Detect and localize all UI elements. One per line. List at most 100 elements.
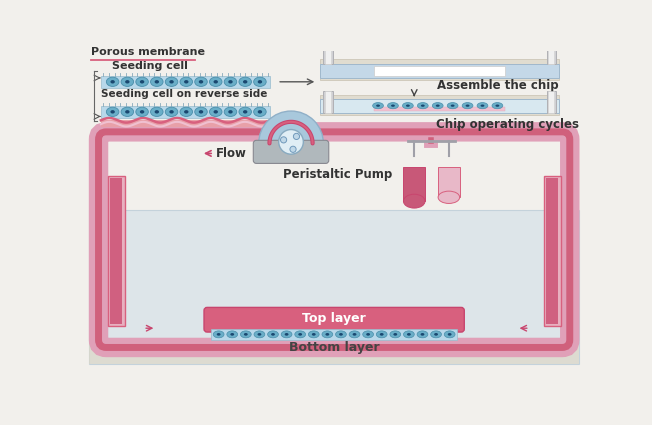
Text: Bottom layer: Bottom layer <box>289 341 379 354</box>
Ellipse shape <box>281 331 292 338</box>
Ellipse shape <box>258 80 262 84</box>
Ellipse shape <box>184 110 188 113</box>
Ellipse shape <box>349 331 360 338</box>
Ellipse shape <box>393 333 397 336</box>
Text: Flow: Flow <box>216 147 246 160</box>
Bar <box>320 60 559 64</box>
Ellipse shape <box>447 102 458 109</box>
Ellipse shape <box>239 107 252 116</box>
Ellipse shape <box>125 110 130 113</box>
Bar <box>544 176 561 326</box>
Bar <box>546 41 556 64</box>
Bar <box>320 64 559 78</box>
Ellipse shape <box>230 333 234 336</box>
Ellipse shape <box>336 331 346 338</box>
Ellipse shape <box>228 80 233 84</box>
Ellipse shape <box>391 105 395 107</box>
Ellipse shape <box>298 333 302 336</box>
Bar <box>548 41 554 64</box>
Ellipse shape <box>404 194 425 208</box>
Ellipse shape <box>140 80 144 84</box>
Ellipse shape <box>216 333 220 336</box>
Text: Chip operating cycles: Chip operating cycles <box>436 118 579 131</box>
Bar <box>320 111 559 115</box>
Ellipse shape <box>466 105 469 107</box>
Ellipse shape <box>244 333 248 336</box>
Ellipse shape <box>243 110 247 113</box>
Ellipse shape <box>155 110 159 113</box>
Ellipse shape <box>254 331 265 338</box>
Ellipse shape <box>325 333 329 336</box>
Ellipse shape <box>151 107 163 116</box>
Ellipse shape <box>228 110 233 113</box>
Ellipse shape <box>106 77 119 86</box>
Ellipse shape <box>199 110 203 113</box>
Ellipse shape <box>421 333 424 336</box>
Ellipse shape <box>448 333 452 336</box>
Ellipse shape <box>406 105 410 107</box>
Text: Porous membrane: Porous membrane <box>91 47 205 57</box>
Circle shape <box>280 137 287 143</box>
Circle shape <box>290 146 296 153</box>
Ellipse shape <box>180 77 192 86</box>
Ellipse shape <box>136 107 149 116</box>
Bar <box>325 91 331 113</box>
Ellipse shape <box>241 331 251 338</box>
Text: Peristaltic Pump: Peristaltic Pump <box>284 168 393 181</box>
Text: Seeding cell: Seeding cell <box>112 61 188 71</box>
Ellipse shape <box>106 107 119 116</box>
Ellipse shape <box>155 80 159 84</box>
Ellipse shape <box>451 105 454 107</box>
Ellipse shape <box>267 331 278 338</box>
Ellipse shape <box>121 77 134 86</box>
Ellipse shape <box>166 77 178 86</box>
Ellipse shape <box>258 110 262 113</box>
Bar <box>323 91 333 113</box>
Bar <box>101 76 270 88</box>
Ellipse shape <box>151 77 163 86</box>
Ellipse shape <box>308 331 319 338</box>
Bar <box>110 178 123 323</box>
Ellipse shape <box>254 77 266 86</box>
Ellipse shape <box>243 80 247 84</box>
Ellipse shape <box>239 77 252 86</box>
Ellipse shape <box>166 107 178 116</box>
Ellipse shape <box>376 331 387 338</box>
Bar <box>320 99 559 113</box>
Bar <box>325 41 331 64</box>
Ellipse shape <box>295 331 306 338</box>
Ellipse shape <box>254 107 266 116</box>
Bar <box>211 329 457 340</box>
Ellipse shape <box>417 331 428 338</box>
Ellipse shape <box>366 333 370 336</box>
Ellipse shape <box>353 333 357 336</box>
Ellipse shape <box>417 102 428 109</box>
Ellipse shape <box>421 105 424 107</box>
Ellipse shape <box>213 110 218 113</box>
Ellipse shape <box>407 333 411 336</box>
Ellipse shape <box>379 333 383 336</box>
Ellipse shape <box>496 105 499 107</box>
Circle shape <box>278 130 303 154</box>
Bar <box>89 340 579 364</box>
Ellipse shape <box>125 80 130 84</box>
Ellipse shape <box>170 80 173 84</box>
Text: Top layer: Top layer <box>303 312 366 326</box>
FancyBboxPatch shape <box>253 140 329 164</box>
Bar <box>546 178 558 323</box>
Ellipse shape <box>195 77 207 86</box>
Bar <box>323 41 333 64</box>
Ellipse shape <box>402 102 413 109</box>
Ellipse shape <box>271 333 275 336</box>
Ellipse shape <box>373 102 383 109</box>
Ellipse shape <box>213 80 218 84</box>
Ellipse shape <box>209 77 222 86</box>
Ellipse shape <box>387 102 398 109</box>
Ellipse shape <box>481 105 484 107</box>
FancyBboxPatch shape <box>204 307 464 332</box>
Ellipse shape <box>434 333 438 336</box>
Ellipse shape <box>184 80 188 84</box>
Bar <box>320 76 559 80</box>
Ellipse shape <box>224 107 237 116</box>
Ellipse shape <box>180 107 192 116</box>
